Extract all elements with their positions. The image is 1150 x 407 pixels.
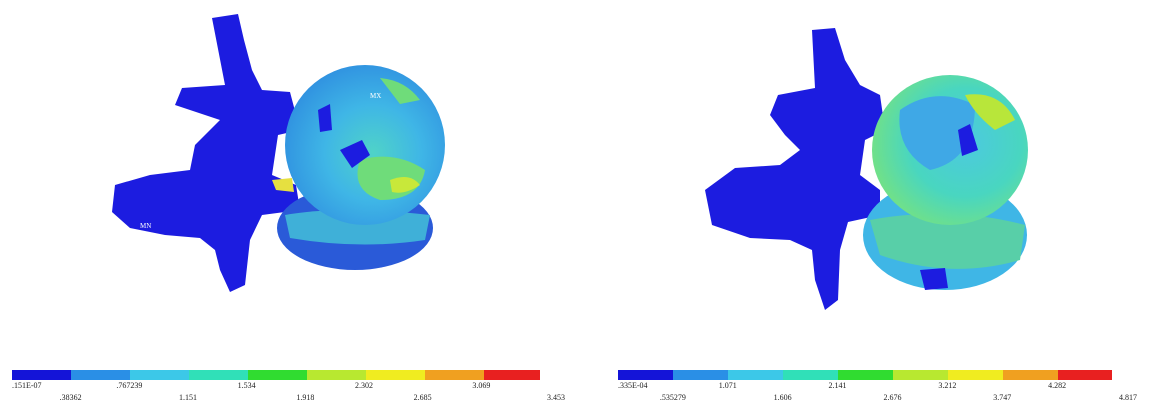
legend-label: 2.685: [414, 393, 432, 402]
legend-label: 3.069: [472, 381, 490, 390]
vertebra-left: [112, 14, 445, 292]
min-label: MN: [140, 222, 151, 230]
legend-label: 3.747: [993, 393, 1011, 402]
figure: MN MX .151E-07 .38362 .767239 1.151 1.534 1.9…: [0, 0, 1150, 407]
legend-label: .335E-04: [618, 381, 648, 390]
legend-label: 2.141: [829, 381, 847, 390]
legend-label: .151E-07: [12, 381, 42, 390]
legend-label: 4.282: [1048, 381, 1066, 390]
max-label: MX: [370, 92, 381, 100]
legend-label: 4.817: [1119, 393, 1137, 402]
vertebra-right: [705, 28, 1028, 310]
legend-label: 1.071: [719, 381, 737, 390]
legend-label: 1.918: [296, 393, 314, 402]
legend-label: 3.453: [547, 393, 565, 402]
legend-label: .767239: [116, 381, 142, 390]
legend-label: 1.534: [238, 381, 256, 390]
legend-label: 1.606: [774, 393, 792, 402]
legend-left: [12, 370, 540, 380]
legend-right: [618, 370, 1112, 380]
legend-label: 1.151: [179, 393, 197, 402]
legend-label: 3.212: [938, 381, 956, 390]
legend-label: 2.676: [883, 393, 901, 402]
legend-label: 2.302: [355, 381, 373, 390]
legend-label: .535279: [660, 393, 686, 402]
legend-label: .38362: [60, 393, 82, 402]
